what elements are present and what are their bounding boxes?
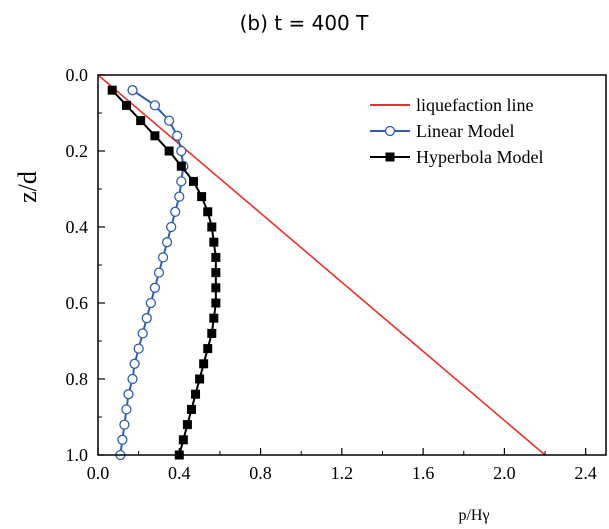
hyperbola-model-point: [136, 116, 146, 126]
x-axis-label: p/Hγ: [458, 507, 489, 524]
chart-title: (b) t = 400 T: [240, 11, 370, 35]
hyperbola-model-point: [203, 344, 213, 354]
legend-label: Linear Model: [416, 121, 514, 141]
linear-model-point: [172, 130, 183, 141]
linear-model-point: [176, 176, 187, 187]
legend-marker: [385, 152, 395, 162]
y-tick-label: 0.4: [66, 217, 89, 237]
linear-model-point: [141, 313, 152, 324]
y-tick-label: 1.0: [66, 445, 89, 465]
linear-model-point: [127, 373, 138, 385]
hyperbola-model-point: [189, 176, 199, 186]
axis-ticks: 0.0 0.4 0.8 1.2 1.6 2.0 2.4 0.0 0.2 0.4 0.6 0.8 1.0: [66, 65, 597, 483]
x-tick-label: 0.8: [249, 463, 272, 483]
hyperbola-model-point: [197, 192, 207, 202]
series-linear-model: [115, 85, 189, 461]
legend-item-hyperbola-model: Hyperbola Model: [370, 147, 543, 167]
y-tick-label: 0.0: [66, 65, 89, 85]
x-tick-label: 1.2: [331, 463, 354, 483]
legend: liquefaction line Linear Model Hyperbola M…: [370, 95, 543, 167]
legend-label: Hyperbola Model: [416, 147, 543, 167]
linear-model-point: [149, 282, 161, 293]
y-tick-label: 0.8: [66, 369, 89, 389]
linear-model-line: [119, 89, 185, 456]
legend-item-liquefaction-line: liquefaction line: [370, 95, 533, 115]
linear-model-point: [133, 343, 144, 354]
linear-model-point: [170, 206, 181, 217]
x-tick-label: 0.4: [168, 463, 191, 483]
liquefaction-line-line: [97, 74, 546, 456]
x-tick-label: 1.6: [412, 463, 435, 483]
linear-model-point: [123, 389, 134, 400]
hyperbola-model-point: [176, 161, 186, 171]
plot-frame: [97, 74, 607, 456]
x-tick-label: 2.4: [574, 463, 597, 483]
hyperbola-model-point: [121, 100, 131, 110]
legend-label: liquefaction line: [416, 95, 533, 115]
linear-model-point: [149, 100, 161, 111]
hyperbola-model-point: [182, 420, 192, 430]
x-tick-label: 0.0: [87, 463, 110, 483]
series-layer: [97, 74, 546, 461]
hyperbola-model-point: [150, 131, 160, 141]
linear-model-point: [127, 85, 138, 96]
legend-marker: [384, 125, 396, 137]
hyperbola-model-point: [195, 374, 205, 384]
series-liquefaction-line: [97, 74, 546, 456]
linear-model-point: [121, 404, 132, 415]
hyperbola-model-point: [186, 404, 196, 414]
linear-model-point: [145, 297, 156, 309]
hyperbola-model-point: [211, 268, 221, 278]
y-axis-label: z/d: [13, 171, 42, 203]
hyperbola-model-point: [209, 237, 219, 247]
linear-model-point: [163, 115, 175, 126]
y-tick-label: 0.6: [66, 293, 89, 313]
hyperbola-model-point: [107, 85, 117, 95]
hyperbola-model-point: [207, 328, 217, 338]
linear-model-point: [176, 145, 187, 157]
linear-model-point: [119, 419, 130, 430]
linear-model-point: [129, 358, 140, 369]
hyperbola-model-point: [191, 389, 201, 399]
hyperbola-model-point: [207, 222, 217, 232]
hyperbola-model-point: [203, 207, 213, 217]
linear-model-point: [174, 191, 185, 202]
y-tick-label: 0.2: [66, 141, 89, 161]
hyperbola-model-point: [199, 359, 209, 369]
hyperbola-model-point: [209, 313, 219, 323]
hyperbola-model-point: [211, 298, 221, 308]
hyperbola-model-point: [178, 435, 188, 445]
linear-model-point: [153, 267, 165, 278]
linear-model-point: [117, 434, 128, 445]
linear-model-point: [161, 237, 173, 248]
x-tick-label: 2.0: [493, 463, 516, 483]
hyperbola-model-point: [211, 283, 221, 293]
hyperbola-model-point: [164, 146, 174, 156]
legend-item-linear-model: Linear Model: [370, 121, 514, 141]
hyperbola-model-point: [211, 252, 221, 262]
linear-model-point: [157, 252, 169, 263]
linear-model-point: [137, 328, 148, 339]
linear-model-point: [166, 221, 177, 233]
